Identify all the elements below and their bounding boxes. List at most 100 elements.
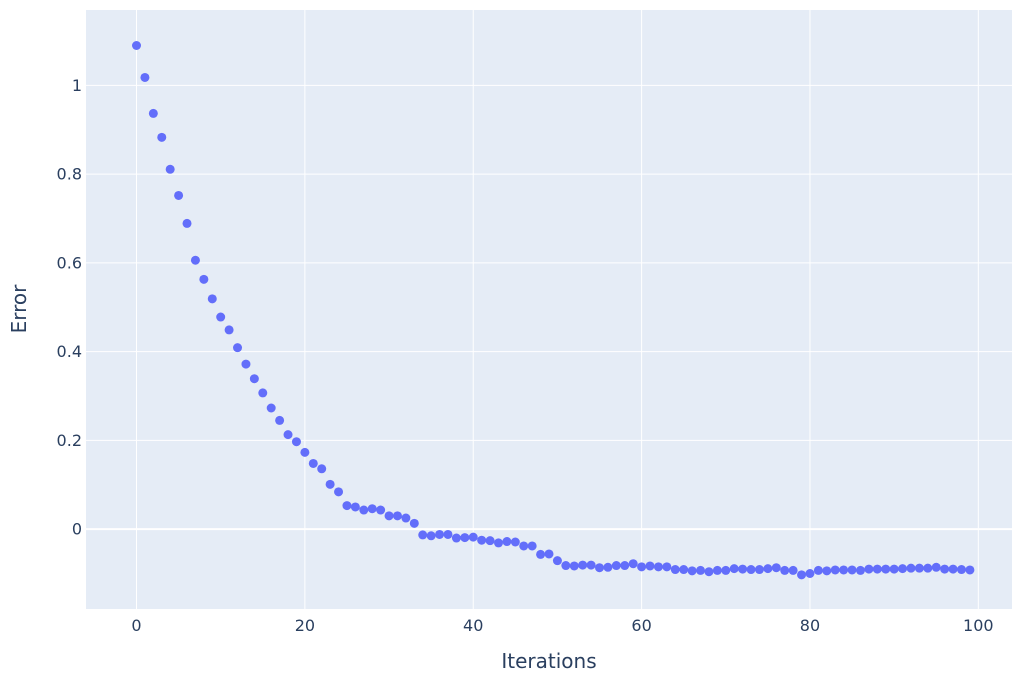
data-point <box>611 561 621 571</box>
y-tick-label: 0.4 <box>57 342 82 361</box>
data-point <box>679 565 689 575</box>
data-point <box>266 403 276 413</box>
y-tick-labels: 0 0.2 0.4 0.6 0.8 1 <box>57 76 82 539</box>
data-point <box>780 565 790 575</box>
data-point <box>704 567 714 577</box>
data-point <box>552 556 562 566</box>
x-tick-labels: 0 20 40 60 80 100 <box>131 616 993 635</box>
data-point <box>687 566 697 576</box>
data-point <box>847 565 857 575</box>
data-point <box>536 549 546 559</box>
data-point <box>207 294 217 304</box>
data-point <box>569 561 579 571</box>
data-point <box>948 564 958 574</box>
data-point <box>460 533 470 543</box>
data-point <box>132 40 142 50</box>
data-point <box>653 562 663 572</box>
x-axis-title: Iterations <box>501 649 596 673</box>
data-point <box>914 563 924 573</box>
data-point <box>544 549 554 559</box>
data-point <box>561 561 571 571</box>
data-point <box>956 565 966 575</box>
data-point <box>620 561 630 571</box>
data-point <box>855 565 865 575</box>
data-point <box>392 511 402 521</box>
data-point <box>864 564 874 574</box>
data-point <box>190 255 200 265</box>
data-point <box>813 565 823 575</box>
y-tick-label: 0.2 <box>57 431 82 450</box>
data-point <box>771 563 781 573</box>
data-point <box>603 562 613 572</box>
data-point <box>317 464 327 474</box>
x-tick-label: 60 <box>631 616 651 635</box>
data-point <box>578 560 588 570</box>
data-point <box>148 108 158 118</box>
data-point <box>696 565 706 575</box>
data-point <box>224 325 234 335</box>
data-point <box>367 504 377 514</box>
data-point <box>283 430 293 440</box>
grid-lines <box>86 10 1012 609</box>
data-point <box>165 164 175 174</box>
data-point <box>485 536 495 546</box>
data-point <box>443 529 453 539</box>
data-point <box>334 487 344 497</box>
data-point <box>502 537 512 547</box>
data-point <box>881 564 891 574</box>
data-point <box>426 531 436 541</box>
data-point <box>822 566 832 576</box>
data-point <box>923 563 933 573</box>
data-point <box>359 505 369 515</box>
data-point <box>889 564 899 574</box>
data-point <box>233 343 243 353</box>
data-point <box>729 564 739 574</box>
data-point <box>805 569 815 579</box>
data-point <box>300 447 310 457</box>
data-point <box>291 437 301 447</box>
x-tick-label: 40 <box>463 616 483 635</box>
data-point <box>451 533 461 543</box>
data-point <box>595 563 605 573</box>
data-point <box>527 541 537 551</box>
y-tick-label: 0 <box>72 520 82 539</box>
data-point <box>712 565 722 575</box>
y-tick-label: 1 <box>72 76 82 95</box>
data-point <box>258 388 268 398</box>
data-point <box>216 312 226 322</box>
data-point <box>965 565 975 575</box>
data-point <box>645 561 655 571</box>
data-point <box>738 564 748 574</box>
data-point <box>157 132 167 142</box>
data-point <box>931 562 941 572</box>
data-point <box>898 564 908 574</box>
data-point <box>468 532 478 542</box>
data-point <box>493 538 503 548</box>
data-point <box>830 565 840 575</box>
y-tick-label: 0.8 <box>57 165 82 184</box>
y-axis-title: Error <box>7 284 31 334</box>
data-point <box>586 560 596 570</box>
data-point <box>249 374 259 384</box>
data-point <box>754 565 764 575</box>
data-point <box>788 565 798 575</box>
data-point <box>872 564 882 574</box>
data-point <box>797 570 807 580</box>
data-point <box>721 565 731 575</box>
data-point <box>182 218 192 228</box>
x-tick-label: 100 <box>963 616 994 635</box>
y-tick-label: 0.6 <box>57 253 82 272</box>
data-point <box>409 518 419 528</box>
data-point <box>637 562 647 572</box>
data-point <box>906 563 916 573</box>
data-point <box>384 511 394 521</box>
data-point <box>662 562 672 572</box>
data-point <box>477 535 487 545</box>
data-point <box>763 564 773 574</box>
data-point <box>418 530 428 540</box>
data-point <box>940 564 950 574</box>
data-point <box>140 72 150 82</box>
data-point <box>275 415 285 425</box>
data-point <box>308 458 318 468</box>
data-point <box>519 541 529 551</box>
